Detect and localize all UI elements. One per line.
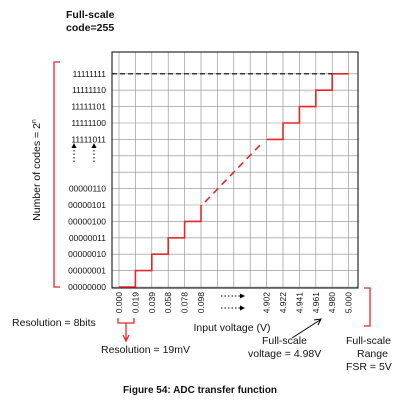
y-tick-label: 00000001	[68, 266, 106, 276]
y-tick-labels: 00000000 00000001 00000010 00000011 00000100…	[68, 69, 106, 292]
x-ellipsis-arrow-top-head	[240, 293, 245, 299]
y-tick-label: 11111101	[71, 102, 106, 112]
full-scale-code-line1: Full-scale	[66, 9, 115, 21]
x-tick-label: 4.902	[262, 292, 272, 314]
x-tick-label: 0.058	[163, 292, 173, 314]
upper-code-steps	[266, 73, 349, 141]
resolution-mv-label: Resolution = 19mV	[101, 344, 190, 356]
lower-code-steps	[119, 205, 202, 288]
x-tick-label: 4.922	[278, 292, 288, 314]
y-tick-label: 11111011	[71, 134, 106, 144]
figure-caption: Figure 54: ADC transfer function	[123, 385, 277, 396]
x-tick-label: 0.000	[114, 292, 124, 314]
y-tick-label: 11111100	[71, 118, 106, 128]
x-tick-label: 0.019	[130, 292, 140, 314]
y-tick-label: 00000011	[69, 233, 106, 243]
code-continuation-dashes	[204, 141, 264, 203]
resolution-arrowhead	[122, 334, 130, 343]
resolution-bits-label: Resolution = 8bits	[12, 317, 96, 329]
x-tick-labels: 0.000 0.019 0.039 0.058 0.078 0.098 4.902 4.922…	[114, 292, 354, 314]
grid	[112, 52, 358, 288]
fsr-bracket	[364, 287, 371, 327]
fsr-line1: Full-scale	[346, 335, 391, 347]
x-ellipsis-arrow-bottom-head	[240, 305, 245, 311]
y-tick-label: 00000010	[68, 249, 106, 259]
x-tick-label: 0.078	[180, 292, 190, 314]
resolution-bracket	[117, 318, 135, 324]
fs-voltage-line1: Full-scale	[262, 335, 307, 347]
x-tick-label: 0.039	[147, 292, 157, 314]
y-tick-label: 00000110	[69, 184, 106, 194]
fsr-line3: FSR = 5V	[346, 361, 392, 373]
y-tick-label: 11111110	[72, 85, 106, 95]
x-tick-label: 5.000	[344, 292, 354, 314]
y-tick-label: 00000100	[68, 216, 106, 226]
x-axis-label: Input voltage (V)	[193, 322, 270, 334]
left-code-bracket	[53, 61, 60, 288]
x-tick-label: 4.941	[294, 292, 304, 314]
full-scale-code-line2: code=255	[66, 22, 114, 34]
fs-voltage-line2: voltage = 4.98V	[248, 348, 321, 360]
fs-voltage-arrowhead	[313, 318, 322, 326]
x-tick-label: 0.098	[196, 292, 206, 314]
y-axis-label-main: Number of codes = 2	[31, 123, 43, 221]
y-tick-label: 00000101	[68, 200, 106, 210]
y-ellipsis-arrow-left-head	[71, 143, 77, 148]
ellipsis-arrows	[71, 143, 245, 311]
y-ellipsis-arrow-right-head	[91, 143, 97, 148]
y-tick-label: 11111111	[73, 69, 107, 79]
x-tick-label: 4.980	[327, 292, 337, 314]
x-tick-label: 4.961	[311, 292, 321, 314]
y-axis-label: Number of codes = 2n	[31, 119, 43, 221]
transfer-step-series	[112, 73, 349, 288]
plot-frame	[111, 51, 359, 289]
annotations: Full-scale code=255 Resolution = 8bits R…	[12, 9, 392, 373]
y-tick-label: 00000000	[68, 282, 106, 292]
y-axis-label-superscript: n	[31, 119, 38, 123]
fs-voltage-arrow	[291, 319, 321, 339]
fsr-line2: Range	[357, 348, 388, 360]
